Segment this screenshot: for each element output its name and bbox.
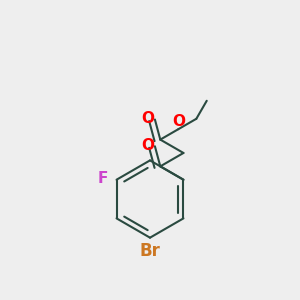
Text: O: O [141,111,154,126]
Text: F: F [98,171,108,186]
Text: O: O [172,114,185,129]
Text: Br: Br [140,242,160,260]
Text: O: O [141,138,154,153]
